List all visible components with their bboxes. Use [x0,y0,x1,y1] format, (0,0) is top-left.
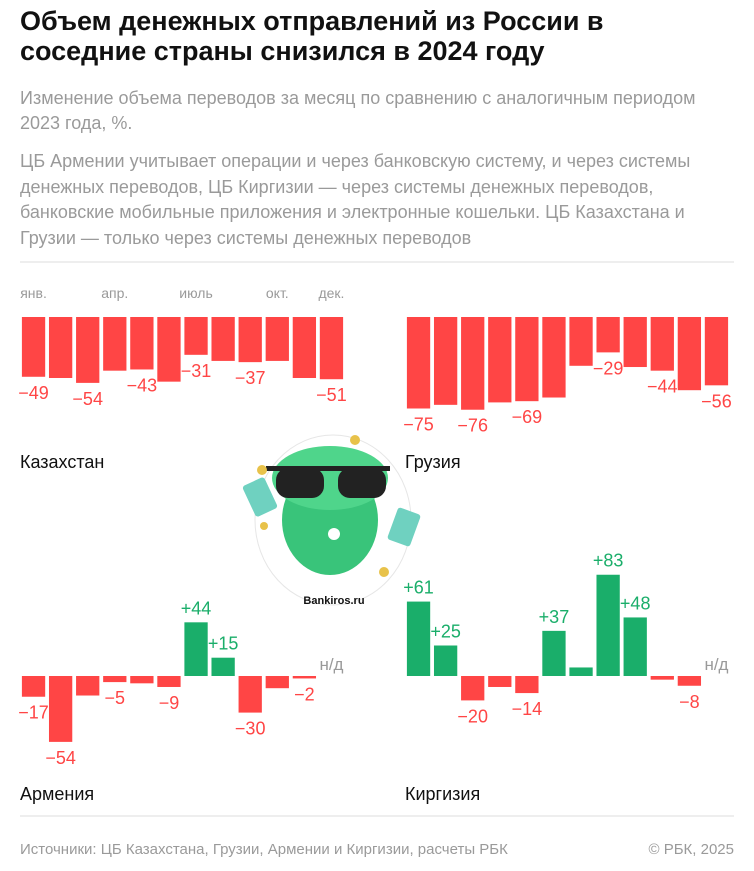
value-label: −37 [235,368,266,388]
bar [292,676,317,679]
bar [48,317,73,378]
watermark: Bankiros.ru [303,595,364,607]
source: Источники: ЦБ Казахстана, Грузии, Армени… [20,841,508,858]
value-label: −54 [72,389,103,409]
bar [488,317,512,403]
bar [596,317,620,353]
value-label: +15 [208,634,239,654]
bar [433,317,458,405]
bar [21,317,46,377]
bar [103,317,127,371]
bar [542,317,566,398]
value-label: −44 [647,377,678,397]
note: ЦБ Армении учитывает операции и через ба… [20,151,691,248]
bar [542,630,566,676]
value-label: −75 [403,415,434,435]
bar [157,676,181,687]
value-label: +44 [181,598,212,618]
bar [238,676,262,713]
bar [76,676,100,696]
bar [211,657,235,676]
bar [677,676,702,686]
value-label: −5 [105,688,126,708]
value-label: +25 [430,622,461,642]
bar [569,317,593,366]
bar [704,317,729,386]
bar [650,676,674,680]
bar [650,317,674,371]
value-label: +37 [539,607,570,627]
bar [461,676,485,701]
panel-title: Армения [20,784,94,804]
sticker: Bankiros.ru [242,434,421,607]
bar [623,317,647,368]
value-label: −51 [316,385,347,405]
bar [130,317,154,370]
x-tick-label: июль [179,285,212,301]
value-label: −17 [18,703,49,723]
bar [103,676,127,683]
bar [488,676,512,687]
bar [319,317,344,380]
bar [184,317,208,355]
bar [623,617,647,676]
value-label: н/д [704,655,728,674]
value-label: −8 [679,692,700,712]
x-tick-label: апр. [101,285,128,301]
bar [265,676,289,689]
bar [596,574,620,676]
x-tick-label: дек. [318,285,344,301]
bar [211,317,235,361]
panel-title: Грузия [405,452,461,472]
value-label: +83 [593,551,624,571]
panel-title: Казахстан [20,452,104,472]
value-label: −29 [593,358,624,378]
value-label: н/д [319,655,343,674]
bar [48,676,73,742]
value-label: −2 [294,684,315,704]
bar [461,317,485,410]
value-label: +61 [403,578,434,598]
subtitle: Изменение объема переводов за месяц по с… [20,88,696,133]
bar [130,676,154,684]
bar [515,676,539,694]
bar [21,676,46,697]
value-label: −9 [159,693,180,713]
bar [265,317,289,361]
value-label: −76 [457,416,488,436]
value-label: −43 [127,375,158,395]
bar [292,317,317,378]
bar [157,317,181,382]
value-label: −69 [512,407,543,427]
bar [406,601,431,676]
copyright: © РБК, 2025 [648,841,734,858]
bar [515,317,539,402]
bar [76,317,100,383]
title: Объем денежных отправлений из России в с… [20,6,604,66]
x-tick-label: окт. [266,285,289,301]
value-label: −14 [512,699,543,719]
value-label: −56 [701,391,732,411]
value-label: +48 [620,593,651,613]
bar [433,645,458,676]
panel-title: Киргизия [405,784,480,804]
bar [238,317,262,363]
bar [406,317,431,409]
bar [677,317,702,391]
value-label: −20 [457,706,488,726]
value-label: −30 [235,719,266,739]
bar [569,667,593,676]
value-label: −31 [181,361,212,381]
bar [184,622,208,676]
value-label: −49 [18,383,49,403]
x-tick-label: янв. [20,285,47,301]
value-label: −54 [45,748,76,768]
